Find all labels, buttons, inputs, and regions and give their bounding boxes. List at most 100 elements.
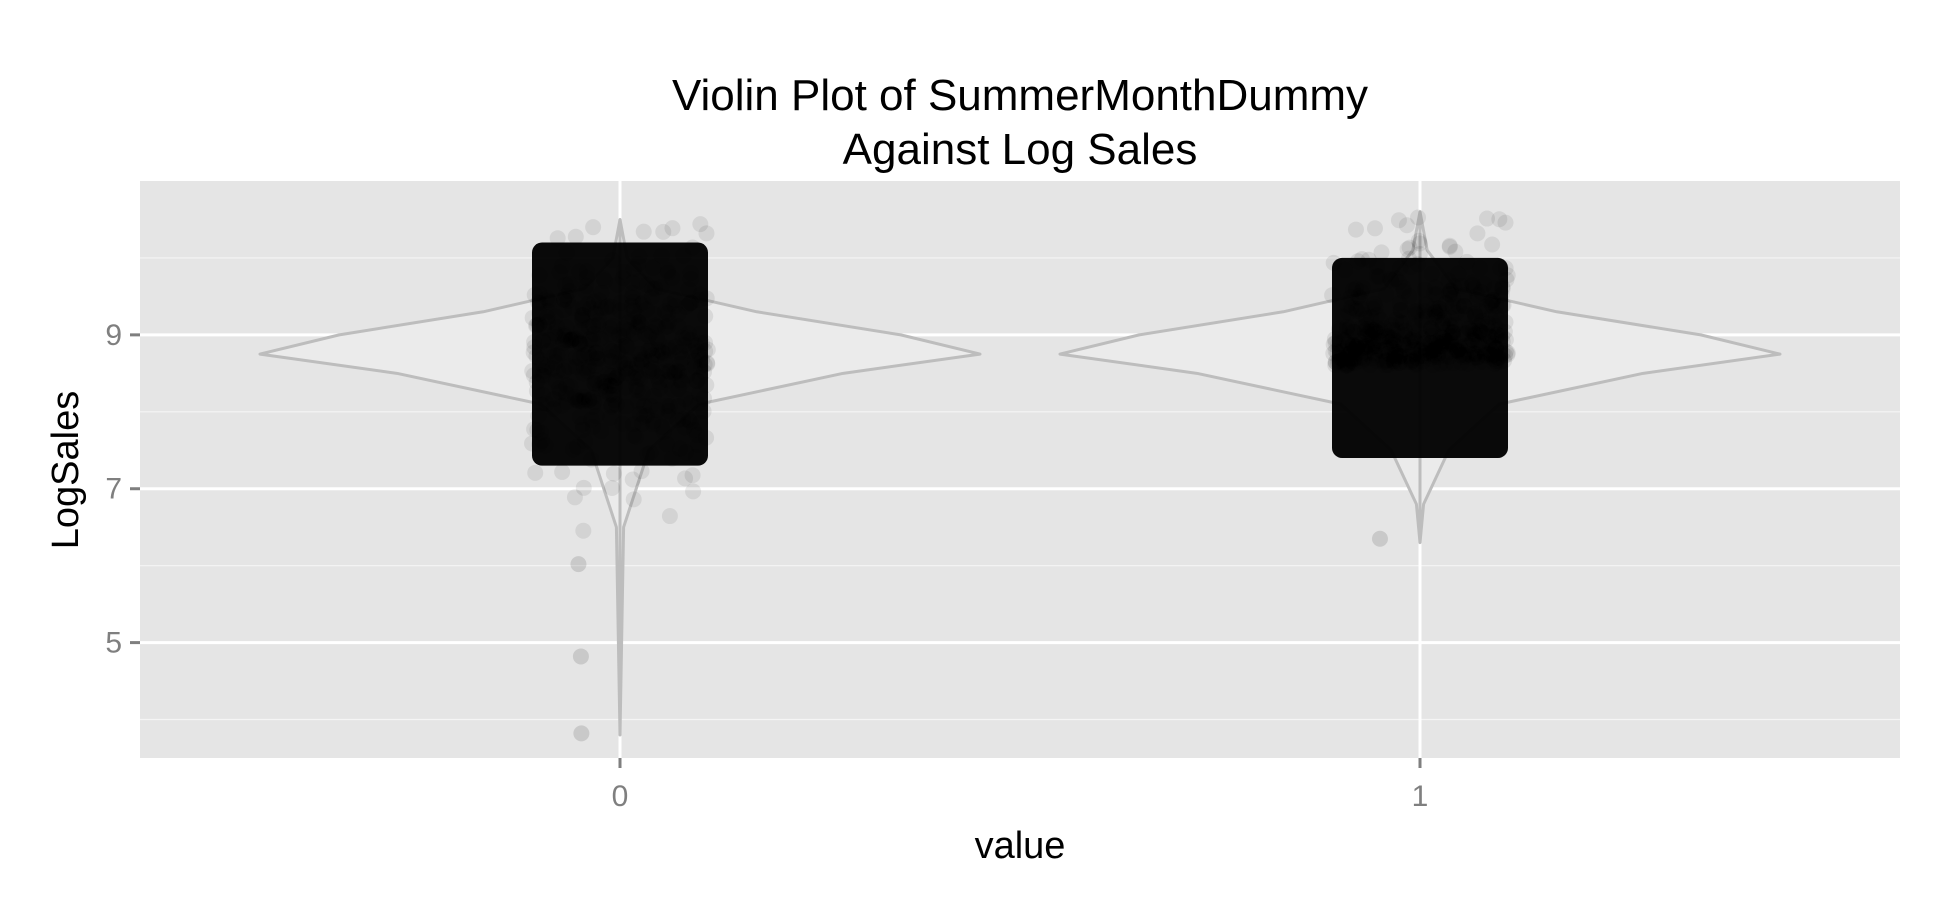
data-point: [628, 378, 645, 395]
data-point: [653, 418, 670, 435]
data-point: [552, 383, 569, 400]
data-point: [1498, 271, 1515, 288]
data-point: [567, 228, 584, 245]
data-point: [601, 341, 618, 358]
data-point: [1433, 329, 1450, 346]
data-point: [605, 318, 622, 335]
data-point: [1485, 335, 1502, 352]
data-point: [1327, 334, 1344, 351]
data-point: [1492, 260, 1509, 277]
data-point: [1368, 258, 1385, 275]
data-point: [638, 301, 655, 318]
data-point: [642, 444, 659, 461]
data-point: [1409, 349, 1426, 366]
data-point: [1383, 272, 1400, 289]
data-point: [1471, 260, 1488, 277]
data-point: [611, 327, 628, 344]
data-point: [1486, 350, 1503, 367]
data-point: [656, 351, 673, 368]
data-point: [1406, 303, 1423, 320]
data-point: [660, 408, 677, 425]
data-point: [1372, 341, 1389, 358]
data-point: [1358, 345, 1375, 362]
outlier-point: [1371, 530, 1388, 547]
data-point: [1488, 340, 1505, 357]
data-point: [627, 428, 644, 445]
data-point: [1453, 354, 1470, 371]
data-point: [575, 365, 592, 382]
data-point: [1332, 350, 1349, 367]
data-point: [620, 322, 637, 339]
data-point: [534, 332, 551, 349]
x-tick-label: 0: [612, 780, 629, 813]
data-point: [1331, 320, 1348, 337]
data-point: [1333, 350, 1350, 367]
data-point: [1418, 296, 1435, 313]
data-point: [575, 307, 592, 324]
data-point: [549, 328, 566, 345]
data-point: [624, 274, 641, 291]
data-point: [526, 286, 543, 303]
data-point: [1469, 336, 1486, 353]
data-point: [1491, 211, 1508, 228]
data-point: [686, 358, 703, 375]
axis-ticks: 5 7 9 0 1: [105, 319, 1428, 813]
data-point: [1340, 336, 1357, 353]
data-point: [649, 318, 666, 335]
data-point: [553, 397, 570, 414]
data-point: [1494, 280, 1511, 297]
data-point: [538, 359, 555, 376]
data-point: [549, 230, 566, 247]
data-point: [526, 339, 543, 356]
data-point: [637, 325, 654, 342]
data-point: [1402, 333, 1419, 350]
data-point: [617, 398, 634, 415]
data-point: [682, 264, 699, 281]
data-point: [1360, 251, 1377, 268]
data-point: [635, 294, 652, 311]
data-point: [588, 344, 605, 361]
data-point: [602, 349, 619, 366]
data-point: [612, 294, 629, 311]
data-point: [1374, 342, 1391, 359]
data-point: [1460, 320, 1477, 337]
data-point: [697, 334, 714, 351]
data-point: [633, 354, 650, 371]
data-point: [1496, 352, 1513, 369]
data-point: [1481, 345, 1498, 362]
data-point: [1340, 304, 1357, 321]
data-point: [574, 309, 591, 326]
data-point: [534, 386, 551, 403]
data-point: [614, 338, 631, 355]
data-point: [645, 364, 662, 381]
data-point: [1344, 354, 1361, 371]
data-point: [1378, 286, 1395, 303]
data-point: [540, 343, 557, 360]
data-point: [1403, 352, 1420, 369]
data-point: [696, 363, 713, 380]
data-point: [1362, 320, 1379, 337]
data-point: [557, 331, 574, 348]
data-point: [558, 287, 575, 304]
data-point: [1390, 212, 1407, 229]
data-point: [1413, 311, 1430, 328]
data-point: [1369, 320, 1386, 337]
data-point: [1351, 333, 1368, 350]
data-point: [1388, 311, 1405, 328]
data-point: [1458, 347, 1475, 364]
data-point: [1489, 327, 1506, 344]
data-point: [1466, 305, 1483, 322]
data-point: [525, 367, 542, 384]
data-point: [1423, 320, 1440, 337]
data-point: [1331, 322, 1348, 339]
data-point: [1339, 357, 1356, 374]
data-point: [644, 347, 661, 364]
data-point: [650, 333, 667, 350]
data-point: [558, 319, 575, 336]
data-point: [1409, 256, 1426, 273]
data-point: [585, 293, 602, 310]
data-point: [659, 305, 676, 322]
data-point: [675, 247, 692, 264]
data-point: [1403, 353, 1420, 370]
data-point: [1414, 330, 1431, 347]
